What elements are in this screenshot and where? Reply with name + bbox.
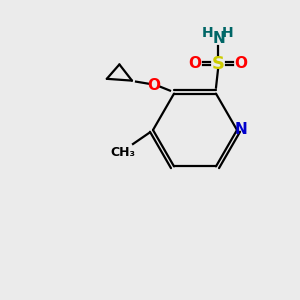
Text: O: O [235, 56, 248, 71]
Text: O: O [148, 78, 160, 93]
Text: CH₃: CH₃ [110, 146, 136, 158]
Text: N: N [235, 122, 248, 137]
Text: O: O [188, 56, 202, 71]
Text: S: S [212, 55, 224, 73]
Text: H: H [222, 26, 234, 40]
Text: N: N [213, 31, 225, 46]
Text: H: H [202, 26, 214, 40]
